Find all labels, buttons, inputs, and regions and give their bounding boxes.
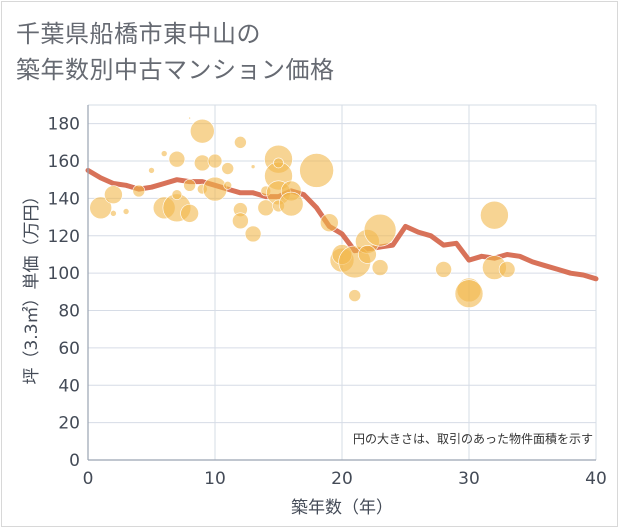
bubble-size-note: 円の大きさは、取引のあった物件面積を示す xyxy=(353,431,593,446)
transaction-bubble xyxy=(160,150,168,157)
transaction-bubble xyxy=(435,261,452,278)
y-tick-label: 20 xyxy=(58,414,80,434)
y-axis-label: 坪（3.3㎡）単価（万円） xyxy=(22,187,42,384)
transaction-bubble xyxy=(273,157,284,169)
transaction-bubble xyxy=(454,279,484,309)
x-tick-label: 30 xyxy=(458,469,480,489)
transaction-bubble xyxy=(371,259,389,276)
transaction-bubble xyxy=(234,136,247,149)
y-tick-label: 60 xyxy=(58,339,80,359)
transaction-bubble xyxy=(171,189,183,200)
tick-labels: 0 20 40 60 80 100 120 140 160 180 0 10 20 30 40 xyxy=(48,115,607,489)
transaction-bubble xyxy=(363,213,397,247)
x-tick-label: 40 xyxy=(585,469,607,489)
transaction-bubble xyxy=(202,176,228,202)
x-tick-label: 20 xyxy=(331,469,353,489)
x-tick-label: 10 xyxy=(204,469,226,489)
y-tick-label: 180 xyxy=(48,115,80,135)
y-tick-label: 40 xyxy=(58,376,80,396)
transaction-bubble xyxy=(278,191,304,217)
y-tick-label: 120 xyxy=(48,227,80,247)
transaction-bubble xyxy=(180,204,199,223)
transaction-bubble xyxy=(223,181,232,190)
transaction-bubble xyxy=(480,200,509,230)
trend-line-layer xyxy=(85,167,599,282)
transaction-bubble xyxy=(194,154,211,172)
transaction-bubble xyxy=(250,164,256,169)
bubble-layer xyxy=(89,116,516,309)
average-price-trend-line xyxy=(85,167,599,282)
transaction-bubble xyxy=(89,196,112,220)
transaction-bubble xyxy=(110,210,117,217)
transaction-bubble xyxy=(299,153,334,188)
axes xyxy=(87,105,596,461)
y-tick-label: 80 xyxy=(58,302,80,322)
y-tick-label: 100 xyxy=(48,264,80,284)
transaction-bubble xyxy=(498,261,516,278)
grid-lines xyxy=(87,104,597,461)
x-tick-label: 0 xyxy=(83,469,94,489)
y-tick-label: 140 xyxy=(48,189,80,209)
transaction-bubble xyxy=(132,184,146,198)
transaction-bubble xyxy=(104,185,123,204)
transaction-bubble xyxy=(168,150,186,168)
transaction-bubble xyxy=(244,225,262,243)
chart-title-line-1: 千葉県船橋市東中山の xyxy=(16,20,261,48)
transaction-bubble xyxy=(319,213,339,233)
transaction-bubble xyxy=(358,245,377,264)
transaction-bubble xyxy=(122,208,130,215)
transaction-bubble xyxy=(188,116,191,120)
transaction-bubble xyxy=(221,162,234,175)
transaction-bubble xyxy=(190,118,215,144)
transaction-bubble xyxy=(148,167,155,174)
y-tick-label: 0 xyxy=(69,451,80,471)
transaction-bubble xyxy=(232,212,249,230)
transaction-bubble xyxy=(207,153,223,169)
x-axis-label: 築年数（年） xyxy=(291,498,393,518)
transaction-bubble xyxy=(348,289,362,302)
chart-title-line-2: 築年数別中古マンション価格 xyxy=(16,56,335,84)
y-tick-label: 160 xyxy=(48,152,80,172)
transaction-bubble xyxy=(183,179,196,192)
